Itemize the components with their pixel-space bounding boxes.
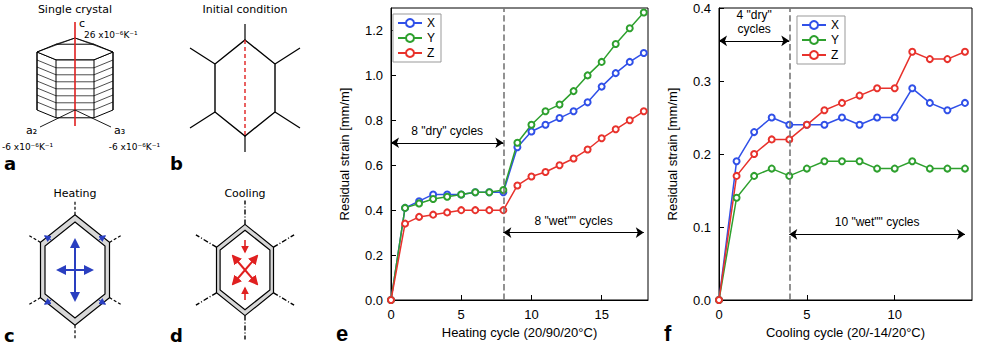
svg-text:Cooling: Cooling	[224, 187, 265, 200]
svg-text:0.1: 0.1	[693, 220, 711, 235]
svg-text:Residual strain [mm/m]: Residual strain [mm/m]	[337, 88, 352, 221]
svg-text:f: f	[664, 321, 672, 346]
svg-text:a: a	[4, 153, 16, 174]
svg-text:0.3: 0.3	[693, 74, 711, 89]
svg-text:0.0: 0.0	[693, 293, 711, 308]
svg-text:5: 5	[458, 307, 465, 322]
svg-text:0.6: 0.6	[365, 158, 383, 173]
svg-text:0.4: 0.4	[693, 1, 711, 16]
svg-text:Initial condition: Initial condition	[203, 3, 288, 16]
svg-text:c: c	[4, 325, 15, 346]
svg-text:a₃: a₃	[114, 124, 125, 137]
svg-text:4 "dry": 4 "dry"	[737, 8, 772, 22]
svg-text:1.0: 1.0	[365, 68, 383, 83]
svg-text:e: e	[336, 321, 348, 346]
svg-text:10: 10	[887, 307, 901, 322]
svg-text:cycles: cycles	[737, 22, 770, 36]
svg-text:Z: Z	[831, 48, 838, 62]
svg-text:c: c	[79, 17, 85, 30]
svg-text:d: d	[170, 325, 183, 346]
svg-text:b: b	[170, 153, 183, 174]
svg-text:0.0: 0.0	[365, 293, 383, 308]
svg-text:26 x10⁻⁶K⁻¹: 26 x10⁻⁶K⁻¹	[84, 30, 138, 40]
svg-text:Cooling cycle (20/-14/20°C): Cooling cycle (20/-14/20°C)	[766, 325, 925, 340]
svg-text:8 "wet"" cycles: 8 "wet"" cycles	[534, 214, 612, 228]
svg-text:Z: Z	[427, 46, 434, 60]
svg-text:0.8: 0.8	[365, 113, 383, 128]
svg-text:8 "dry" cycles: 8 "dry" cycles	[411, 124, 483, 138]
svg-text:1.2: 1.2	[365, 23, 383, 38]
svg-text:a₂: a₂	[26, 124, 37, 137]
svg-text:10: 10	[524, 307, 538, 322]
svg-text:0.4: 0.4	[365, 203, 383, 218]
svg-text:0.2: 0.2	[693, 147, 711, 162]
svg-text:0: 0	[387, 307, 394, 322]
svg-text:10 "wet"" cycles: 10 "wet"" cycles	[835, 215, 920, 229]
svg-text:X: X	[831, 18, 839, 32]
svg-text:Single crystal: Single crystal	[38, 3, 112, 16]
svg-text:Heating cycle (20/90/20°C): Heating cycle (20/90/20°C)	[442, 325, 598, 340]
svg-text:Heating: Heating	[53, 187, 96, 200]
svg-text:Y: Y	[427, 31, 435, 45]
svg-text:X: X	[427, 16, 435, 30]
svg-text:-6 x10⁻⁶K⁻¹: -6 x10⁻⁶K⁻¹	[2, 142, 54, 152]
svg-text:15: 15	[594, 307, 608, 322]
svg-text:0: 0	[715, 307, 722, 322]
svg-text:Residual strain [mm/m]: Residual strain [mm/m]	[665, 88, 680, 221]
svg-text:-6 x10⁻⁶K⁻¹: -6 x10⁻⁶K⁻¹	[109, 142, 161, 152]
svg-text:5: 5	[803, 307, 810, 322]
svg-text:0.2: 0.2	[365, 248, 383, 263]
svg-text:Y: Y	[831, 33, 839, 47]
